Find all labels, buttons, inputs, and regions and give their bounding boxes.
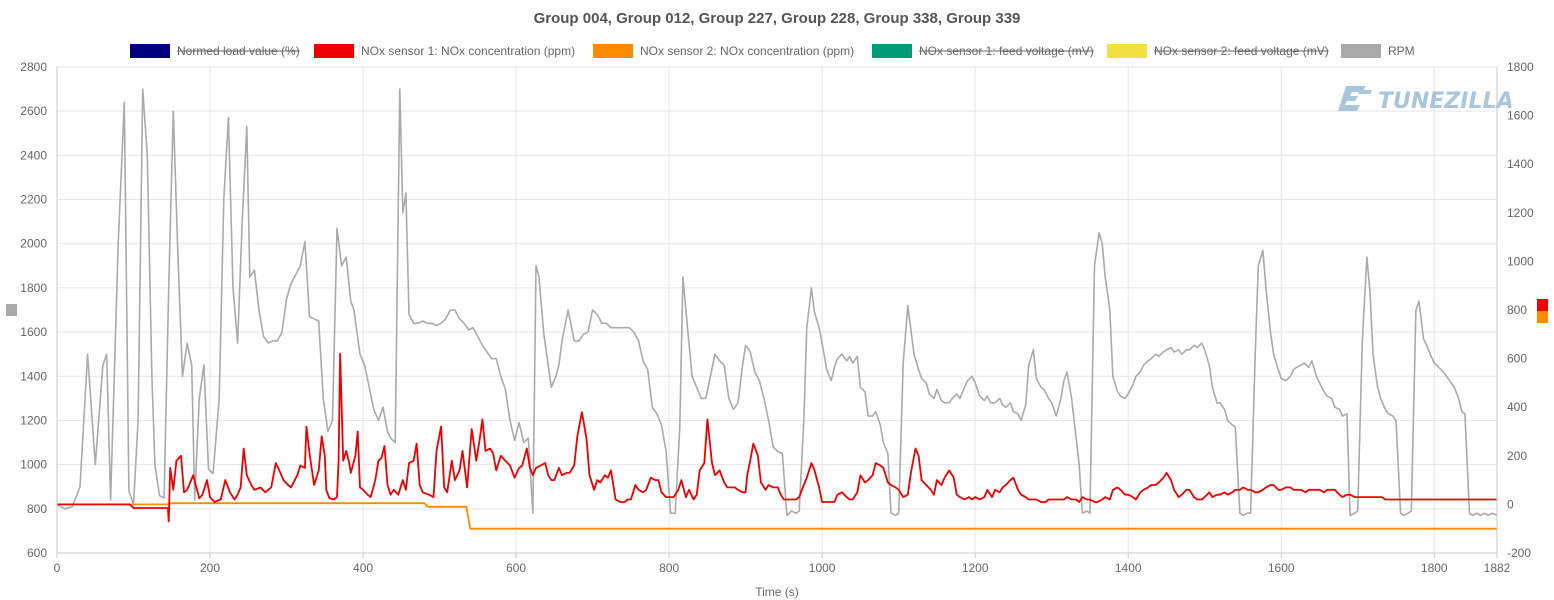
right-axis-marker-nox2: [1537, 311, 1548, 323]
y-right-tick-label: 800: [1507, 303, 1527, 317]
legend-swatch[interactable]: [1341, 44, 1381, 58]
y-right-tick-label: 600: [1507, 352, 1527, 366]
x-tick-label: 0: [54, 561, 61, 575]
legend-item[interactable]: NOx sensor 1: feed voltage (mV): [872, 44, 1094, 58]
watermark-text: TUNEZILLA: [1378, 89, 1514, 114]
y-left-tick-label: 800: [27, 502, 47, 516]
y-right-tick-label: -200: [1507, 546, 1531, 560]
legend-item[interactable]: Normed load value (%): [130, 44, 300, 58]
y-left-tick-label: 1000: [20, 458, 47, 472]
y-right-tick-label: 400: [1507, 400, 1527, 414]
y-left-tick-label: 1200: [20, 413, 47, 427]
y-left-tick-label: 1400: [20, 369, 47, 383]
legend-item[interactable]: NOx sensor 1: NOx concentration (ppm): [314, 44, 575, 58]
legend-swatch[interactable]: [1107, 44, 1147, 58]
grid: [56, 66, 1498, 554]
y-left-tick-label: 1800: [20, 281, 47, 295]
series-line-rpm: [56, 88, 1498, 517]
y-right-tick-label: 0: [1507, 497, 1514, 511]
y-right-tick-label: 1600: [1507, 109, 1534, 123]
legend: Normed load value (%) NOx sensor 1: NOx c…: [130, 44, 1415, 58]
y-left-tick-label: 2800: [20, 60, 47, 74]
legend-item[interactable]: NOx sensor 2: feed voltage (mV): [1107, 44, 1329, 58]
y-left-tick-label: 1600: [20, 325, 47, 339]
x-tick-label: 800: [659, 561, 679, 575]
x-tick-label: 1882: [1484, 561, 1511, 575]
y-left-tick-label: 2000: [20, 237, 47, 251]
series-line-nox-sensor-1-nox-concentration-ppm: [57, 352, 1497, 523]
legend-swatch[interactable]: [130, 44, 170, 58]
x-tick-label: 400: [353, 561, 373, 575]
chart-title: Group 004, Group 012, Group 227, Group 2…: [534, 10, 1021, 27]
x-tick-label: 1800: [1421, 561, 1448, 575]
x-tick-label: 1200: [962, 561, 989, 575]
y-right-tick-label: 1000: [1507, 254, 1534, 268]
legend-label[interactable]: RPM: [1388, 44, 1415, 58]
y-right-tick-label: 200: [1507, 449, 1527, 463]
x-tick-label: 1600: [1268, 561, 1295, 575]
legend-swatch[interactable]: [872, 44, 912, 58]
legend-item[interactable]: RPM: [1341, 44, 1415, 58]
series-layer: [56, 88, 1498, 530]
y-right-tick-label: 1200: [1507, 206, 1534, 220]
y-left-tick-label: 2200: [20, 193, 47, 207]
x-tick-label: 600: [506, 561, 526, 575]
tunezilla-logo: TUNEZILLA: [1338, 86, 1514, 114]
legend-label[interactable]: NOx sensor 1: NOx concentration (ppm): [361, 44, 575, 58]
x-axis-title: Time (s): [755, 585, 799, 599]
legend-swatch[interactable]: [593, 44, 633, 58]
y-left-tick-label: 2400: [20, 148, 47, 162]
y-left-tick-label: 600: [27, 546, 47, 560]
x-tick-label: 1000: [809, 561, 836, 575]
right-axis-marker-nox1: [1537, 299, 1548, 311]
legend-swatch[interactable]: [314, 44, 354, 58]
legend-label[interactable]: NOx sensor 2: NOx concentration (ppm): [640, 44, 854, 58]
x-tick-label: 1400: [1115, 561, 1142, 575]
legend-item[interactable]: NOx sensor 2: NOx concentration (ppm): [593, 44, 854, 58]
x-tick-label: 200: [200, 561, 220, 575]
y-right-tick-label: 1400: [1507, 157, 1534, 171]
y-right-tick-label: 1800: [1507, 60, 1534, 74]
axes: 6008001000120014001600180020002200240026…: [20, 60, 1534, 575]
y-left-tick-label: 2600: [20, 104, 47, 118]
left-axis-marker-rpm: [6, 304, 17, 316]
side-markers: [6, 299, 1548, 323]
